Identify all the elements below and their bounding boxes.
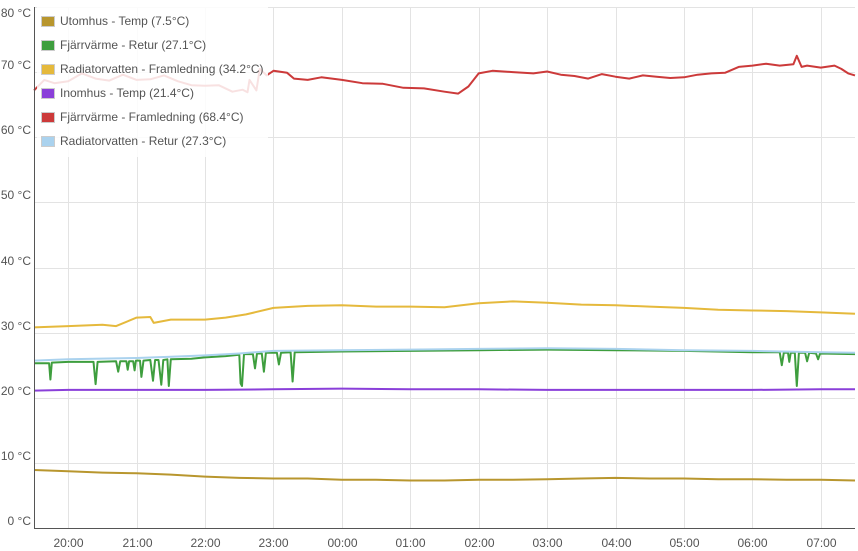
x-tick-label: 20:00 — [53, 536, 83, 550]
x-tick-label: 00:00 — [327, 536, 357, 550]
x-tick-label: 21:00 — [122, 536, 152, 550]
series-layer — [33, 54, 856, 482]
y-tick-label: 20 °C — [1, 384, 31, 398]
y-tick-label: 30 °C — [1, 319, 31, 333]
series-line-5 — [33, 347, 856, 362]
y-axis: 0 °C 10 °C 20 °C 30 °C 40 °C 50 °C 60 °C 70 °C 8… — [1, 6, 35, 528]
legend-item[interactable]: Fjärrvärme - Retur (27.1°C) — [41, 33, 264, 57]
series-line-0 — [33, 469, 856, 482]
x-tick-label: 06:00 — [737, 536, 767, 550]
series-line-3 — [33, 387, 855, 392]
legend: Utomhus - Temp (7.5°C) Fjärrvärme - Retur… — [37, 7, 268, 157]
legend-label: Fjärrvärme - Retur (27.1°C) — [60, 38, 207, 52]
legend-swatch — [41, 111, 55, 123]
legend-swatch — [41, 135, 55, 147]
legend-label: Radiatorvatten - Retur (27.3°C) — [60, 134, 227, 148]
y-tick-label: 50 °C — [1, 188, 31, 202]
legend-swatch — [41, 87, 55, 99]
y-tick-label: 60 °C — [1, 123, 31, 137]
series-line-1 — [34, 348, 856, 387]
legend-item[interactable]: Radiatorvatten - Retur (27.3°C) — [41, 129, 264, 153]
legend-swatch — [41, 39, 55, 51]
x-tick-label: 07:00 — [806, 536, 836, 550]
y-tick-label: 40 °C — [1, 254, 31, 268]
x-tick-label: 02:00 — [464, 536, 494, 550]
x-tick-label: 23:00 — [258, 536, 288, 550]
y-tick-label: 70 °C — [1, 58, 31, 72]
y-tick-label: 80 °C — [1, 6, 31, 20]
legend-label: Radiatorvatten - Framledning (34.2°C) — [60, 62, 264, 76]
x-tick-label: 01:00 — [395, 536, 425, 550]
legend-swatch — [41, 15, 55, 27]
x-tick-label: 03:00 — [532, 536, 562, 550]
legend-label: Utomhus - Temp (7.5°C) — [60, 14, 190, 28]
legend-item[interactable]: Utomhus - Temp (7.5°C) — [41, 9, 264, 33]
legend-item[interactable]: Inomhus - Temp (21.4°C) — [41, 81, 264, 105]
x-tick-label: 05:00 — [669, 536, 699, 550]
y-tick-label: 10 °C — [1, 449, 31, 463]
legend-item[interactable]: Fjärrvärme - Framledning (68.4°C) — [41, 105, 264, 129]
y-tick-label: 0 °C — [8, 514, 32, 528]
legend-item[interactable]: Radiatorvatten - Framledning (34.2°C) — [41, 57, 264, 81]
legend-label: Fjärrvärme - Framledning (68.4°C) — [60, 110, 244, 124]
legend-swatch — [41, 63, 55, 75]
series-line-2 — [33, 300, 856, 329]
legend-label: Inomhus - Temp (21.4°C) — [60, 86, 194, 100]
x-axis: 20:00 21:00 22:00 23:00 00:00 01:00 02:00 03:00… — [34, 528, 855, 550]
x-tick-label: 22:00 — [190, 536, 220, 550]
x-tick-label: 04:00 — [601, 536, 631, 550]
